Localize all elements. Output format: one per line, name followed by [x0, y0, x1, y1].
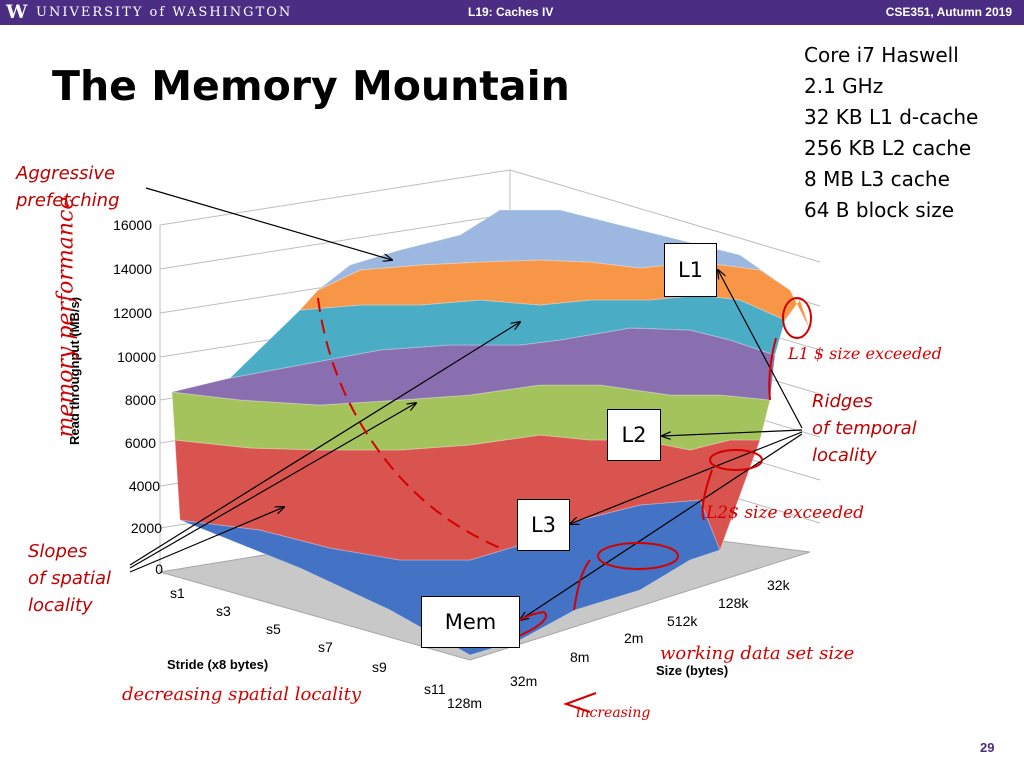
prefetch-line-1: Aggressive [16, 163, 116, 184]
y-tick-6000: 6000 [125, 435, 156, 451]
spec-clock: 2.1 GHz [804, 74, 884, 98]
spec-block: 64 B block size [804, 198, 955, 222]
l1-arrow-squiggle [768, 337, 777, 401]
surface-band-top [317, 209, 791, 291]
university-name: UNIVERSITY of WASHINGTON [36, 5, 293, 20]
y-tick-10000: 10000 [117, 349, 156, 365]
stride-tick-s1: s1 [170, 585, 185, 601]
y-tick-14000: 14000 [113, 261, 152, 277]
arrow-ridge-mem [520, 433, 803, 620]
mem-label: Mem [444, 610, 497, 634]
slopes-line-1: Slopes [28, 541, 88, 562]
size-tick-32m: 32m [510, 673, 537, 689]
l2-label: L2 [621, 423, 647, 447]
ridges-line-1: Ridges [812, 391, 873, 412]
y-tick-0: 0 [155, 561, 163, 577]
l2-circle [709, 449, 763, 471]
arrow-slope-3 [129, 507, 284, 573]
y-tick-4000: 4000 [129, 478, 160, 494]
y-tick-16000: 16000 [113, 217, 152, 233]
spec-l3: 8 MB L3 cache [804, 167, 950, 191]
size-axis-label: Size (bytes) [656, 663, 728, 678]
y-axis-label: Read throughput (MB/s) [67, 297, 82, 445]
size-tick-128k: 128k [718, 595, 749, 611]
uw-logo: W [6, 1, 28, 23]
lecture-title: L19: Caches IV [468, 5, 554, 19]
size-tick-128m: 128m [447, 695, 482, 711]
header-bar: W UNIVERSITY of WASHINGTON L19: Caches I… [0, 0, 1024, 25]
stride-tick-s7: s7 [318, 639, 333, 655]
prefetch-line-2: prefetching [16, 190, 120, 211]
course-name: CSE351, Autumn 2019 [885, 5, 1012, 19]
arrow-ridge-l2 [662, 429, 803, 436]
l3-box: L3 [517, 499, 570, 551]
l3-circle [597, 542, 679, 570]
arrow-prefetching [145, 187, 392, 260]
size-tick-512k: 512k [667, 613, 698, 629]
l2-exceeded-handwriting: L2$ size exceeded [706, 503, 865, 523]
stride-tick-s11: s11 [424, 681, 446, 697]
increasing-arrow [562, 692, 597, 713]
aggressive-prefetching-note: Aggressive prefetching [16, 160, 120, 214]
y-tick-12000: 12000 [113, 305, 152, 321]
mem-box: Mem [421, 596, 520, 648]
dashed-slope-curve [317, 297, 501, 549]
size-tick-32k: 32k [767, 577, 791, 593]
spec-cpu: Core i7 Haswell [804, 43, 959, 67]
y-tick-8000: 8000 [125, 392, 156, 408]
slopes-line-2: of spatial [28, 568, 111, 589]
arrow-ridge-l1 [718, 270, 803, 429]
l1-label: L1 [677, 258, 704, 282]
increasing-handwriting: increasing [576, 705, 651, 721]
stride-tick-s9: s9 [372, 659, 387, 675]
ridges-note: Ridges of temporal locality [812, 388, 917, 469]
slide-title: The Memory Mountain [52, 62, 570, 110]
l3-label: L3 [530, 513, 557, 537]
stride-tick-s5: s5 [266, 621, 281, 637]
ridges-line-3: locality [812, 445, 877, 466]
spec-list: Core i7 Haswell 2.1 GHz 32 KB L1 d-cache… [804, 40, 978, 226]
stride-axis-ticks: s1 s3 s5 s7 s9 s11 [170, 585, 446, 697]
spec-l2: 256 KB L2 cache [804, 136, 972, 160]
page-number: 29 [980, 740, 995, 755]
l1-exceeded-handwriting: L1 $ size exceeded [788, 344, 942, 363]
working-data-set-size-handwriting: working data set size [660, 643, 855, 664]
slopes-line-3: locality [28, 595, 93, 616]
annotation-arrows [129, 187, 803, 620]
decreasing-underline [573, 559, 591, 611]
size-axis-ticks: 128m 32m 8m 2m 512k 128k 32k [447, 577, 791, 711]
slopes-note: Slopes of spatial locality [28, 538, 111, 619]
arrow-slope-1 [129, 322, 520, 566]
decreasing-spatial-locality-handwriting: decreasing spatial locality [122, 684, 362, 705]
l2-arrow-squiggle [701, 469, 713, 521]
l1-box: L1 [664, 243, 717, 297]
x-axis-label: Stride (x8 bytes) [167, 657, 268, 672]
size-tick-8m: 8m [570, 649, 589, 665]
size-tick-2m: 2m [624, 630, 643, 646]
l1-circle [782, 297, 812, 339]
spec-l1: 32 KB L1 d-cache [804, 105, 979, 129]
y-axis-ticks: 16000 14000 12000 10000 8000 6000 4000 2… [113, 217, 163, 577]
memory-performance-handwriting: memory performance [53, 196, 79, 438]
handwritten-marks [317, 297, 812, 713]
l2-box: L2 [607, 409, 661, 461]
arrow-slope-2 [129, 403, 416, 569]
y-tick-2000: 2000 [131, 520, 162, 536]
arrow-ridge-l3 [570, 431, 803, 524]
ridges-line-2: of temporal [812, 418, 917, 439]
stride-tick-s3: s3 [216, 603, 231, 619]
